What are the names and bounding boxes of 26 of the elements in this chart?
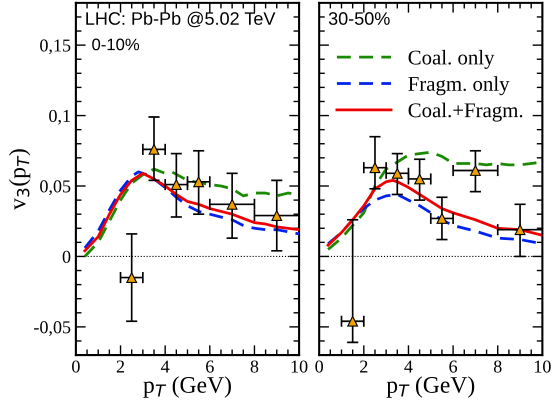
annotation: 30-50%	[328, 12, 390, 25]
x-tick-label: 10	[292, 360, 308, 373]
y-tick-label: -0,05	[34, 321, 70, 336]
x-tick-label: 4	[161, 360, 170, 372]
y-tick-label: 0,1	[49, 110, 70, 125]
y-axis-title: v$_{3}$(p$_{T}$)	[8, 149, 30, 210]
x-tick-label: 8	[250, 360, 258, 373]
x-tick-label: 6	[206, 360, 214, 373]
legend-label: Coal. only	[408, 50, 494, 69]
x-tick-label: 0	[72, 360, 80, 373]
legend-label: Fragm. only	[408, 76, 510, 96]
y-tick-label: 0,05	[40, 180, 70, 196]
x-tick-label: 6	[449, 360, 458, 373]
x-tick-label: 2	[360, 360, 368, 372]
y-tick-label: 0	[62, 250, 70, 263]
annotation: 0-10%	[92, 38, 140, 50]
annotation: LHC: Pb-Pb @5.02 TeV	[86, 12, 276, 28]
x-tick-label: 4	[404, 360, 413, 372]
y-tick-label: 0,15	[40, 39, 70, 54]
x-tick-label: 2	[116, 360, 124, 372]
x-tick-label: 10	[534, 360, 551, 373]
x-tick-label: 8	[494, 360, 502, 373]
legend-label: Coal.+Fragm.	[408, 102, 522, 122]
x-axis-title: p$_{T}$ (GeV)	[386, 376, 474, 398]
x-axis-title: p$_{T}$ (GeV)	[143, 376, 231, 398]
x-tick-label: 0	[315, 360, 323, 373]
